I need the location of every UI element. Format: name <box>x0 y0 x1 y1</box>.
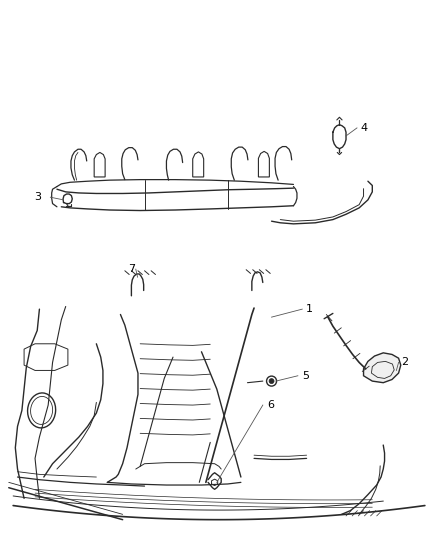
Text: 7: 7 <box>128 263 135 273</box>
Text: 1: 1 <box>306 304 313 314</box>
Polygon shape <box>364 353 401 383</box>
Text: 5: 5 <box>302 371 309 381</box>
Text: 2: 2 <box>402 358 409 367</box>
Text: 3: 3 <box>35 192 42 202</box>
Text: 6: 6 <box>267 400 274 410</box>
Text: 4: 4 <box>360 123 367 133</box>
Circle shape <box>269 378 274 384</box>
